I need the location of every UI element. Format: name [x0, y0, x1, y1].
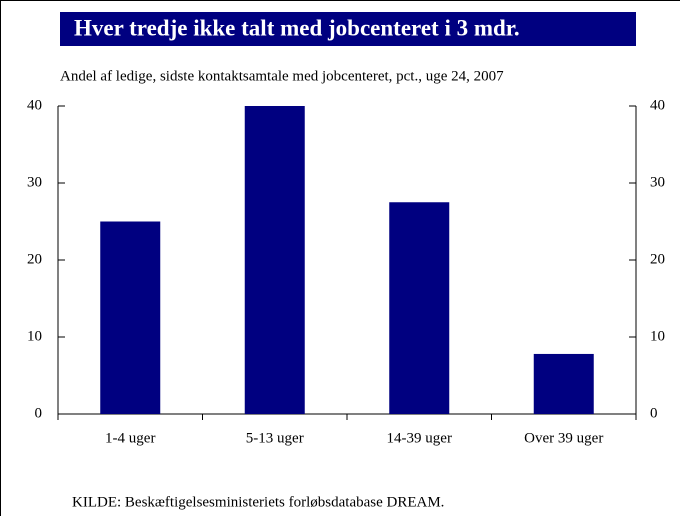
y2-tick-label: 40	[650, 97, 665, 113]
chart-title: Hver tredje ikke talt med jobcenteret i …	[74, 15, 520, 40]
bar	[100, 221, 161, 414]
y-tick-label: 40	[27, 97, 42, 113]
y2-tick-label: 0	[650, 405, 658, 421]
x-tick-label: 14-39 uger	[387, 430, 452, 446]
title-box	[60, 12, 636, 46]
y-tick-label: 0	[35, 405, 43, 421]
y2-tick-label: 20	[650, 251, 665, 267]
bar	[389, 202, 450, 414]
bar	[533, 353, 594, 414]
bar	[244, 106, 305, 414]
x-tick-label: Over 39 uger	[524, 430, 603, 446]
x-tick-label: 1-4 uger	[105, 430, 155, 446]
chart-subtitle: Andel af ledige, sidste kontaktsamtale m…	[60, 68, 504, 84]
y2-tick-label: 10	[650, 328, 665, 344]
y-tick-label: 10	[27, 328, 42, 344]
y-tick-label: 20	[27, 251, 42, 267]
x-tick-label: 5-13 uger	[246, 430, 304, 446]
y-tick-label: 30	[27, 174, 42, 190]
source: KILDE: Beskæftigelsesministeriets forløb…	[72, 494, 444, 510]
y2-tick-label: 30	[650, 174, 665, 190]
